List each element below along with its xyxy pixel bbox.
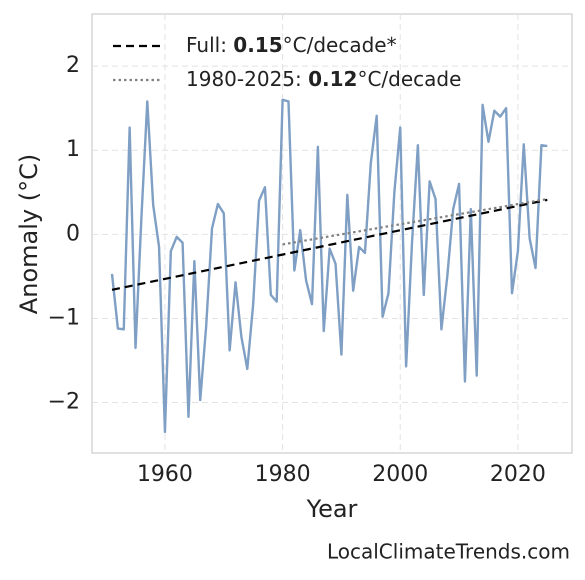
trend-line bbox=[111, 198, 548, 291]
y-tick-label: 0 bbox=[66, 221, 80, 246]
x-tick-label: 2000 bbox=[372, 462, 428, 487]
anomaly-line bbox=[110, 98, 548, 434]
x-tick-label: 1980 bbox=[255, 462, 311, 487]
legend-label-part: 0.15 bbox=[233, 33, 282, 57]
source-note: LocalClimateTrends.com bbox=[327, 540, 570, 564]
legend-label-part: Full: bbox=[186, 33, 233, 57]
legend-label-part: °C/decade bbox=[357, 67, 461, 91]
x-tick-label: 2020 bbox=[490, 462, 546, 487]
legend-label: Full: 0.15°C/decade* bbox=[186, 33, 397, 57]
y-tick-label: −1 bbox=[48, 305, 80, 330]
y-tick-label: −2 bbox=[48, 390, 80, 415]
x-tick-label: 1960 bbox=[137, 462, 193, 487]
trend-line bbox=[282, 197, 548, 246]
y-tick-label: 1 bbox=[66, 137, 80, 162]
legend-label-part: 0.12 bbox=[308, 67, 357, 91]
legend-label-part: °C/decade* bbox=[283, 33, 397, 57]
legend-label: 1980-2025: 0.12°C/decade bbox=[186, 67, 461, 91]
x-axis-label: Year bbox=[306, 495, 358, 523]
plot-frame bbox=[91, 13, 573, 454]
grid bbox=[92, 14, 572, 453]
legend-label-part: 1980-2025: bbox=[186, 67, 308, 91]
y-axis-label: Anomaly (°C) bbox=[15, 154, 43, 314]
y-tick-label: 2 bbox=[66, 53, 80, 78]
